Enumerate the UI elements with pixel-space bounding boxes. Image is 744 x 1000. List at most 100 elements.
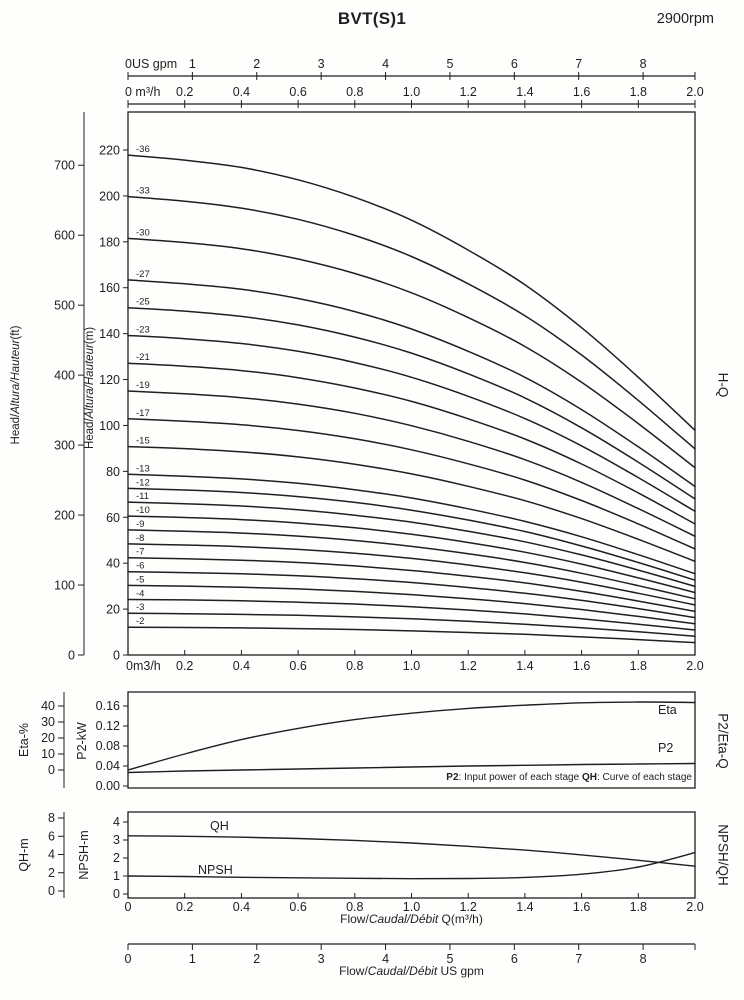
eta-tick-label: 20 [41, 731, 55, 745]
m-tick-label: 20 [106, 603, 120, 617]
bot-gpm-tick-label: 3 [318, 952, 325, 966]
hq-curve-stage-10 [127, 515, 696, 594]
head-m-italic: Altura/Hauteur [84, 344, 96, 419]
hq-stage-label: -23 [136, 324, 150, 335]
main-x-tick-label: 1.4 [516, 659, 533, 673]
flow-unit-gpm: US gpm [437, 964, 484, 978]
head-ft-suffix: (ft) [10, 325, 22, 340]
hq-curve-stage-25 [127, 306, 696, 500]
p2-tick-label: 0.16 [96, 699, 120, 713]
top-m3h-tick-label: 0.2 [176, 85, 193, 99]
hq-curve-stage-21 [127, 362, 696, 525]
head-ft-italic: Altura/Hauteur [10, 339, 22, 414]
bot-gpm-tick-label: 4 [382, 952, 389, 966]
hq-curve-stage-12 [127, 487, 696, 581]
hq-stage-label: -15 [136, 436, 150, 447]
chart-title: BVT(S)1 [337, 9, 407, 28]
main-x-tick-label: 0.4 [233, 659, 250, 673]
hq-stage-label: -6 [136, 561, 144, 572]
hq-stage-label: -19 [136, 380, 150, 391]
hq-curve-stage-15 [127, 445, 696, 563]
top-m3h-tick-label: 1.0 [403, 85, 420, 99]
stage-note: P2: Input power of each stage QH: Curve … [446, 772, 692, 783]
npsh-curve-label: NPSH [198, 863, 233, 877]
main-x-tick-label: 1.8 [630, 659, 647, 673]
bot-x-tick-label: 0.8 [346, 900, 363, 914]
top-m3h-tick-label: 0.8 [346, 85, 363, 99]
hq-curve-stage-8 [127, 543, 696, 606]
bot-x-tick-label: 1.4 [516, 900, 533, 914]
eta-tick-label: 30 [41, 715, 55, 729]
hq-stage-label: -7 [136, 547, 144, 558]
ft-tick-label: 500 [54, 299, 75, 313]
p2-curve-label: P2 [658, 741, 673, 755]
main-x-tick-label: 1.6 [573, 659, 590, 673]
ft-tick-label: 600 [54, 229, 75, 243]
hq-stage-label: -4 [136, 588, 144, 599]
note-qh-text: : Curve of each stage [596, 772, 692, 783]
top-gpm-tick-label: 5 [446, 57, 453, 71]
top-m3h-tick-label: 2.0 [686, 85, 703, 99]
rpm-label: 2900rpm [656, 11, 714, 27]
hq-stage-label: -3 [136, 602, 144, 613]
hq-curve-stage-5 [127, 584, 696, 625]
ft-tick-label: 0 [68, 649, 75, 663]
ft-tick-label: 100 [54, 579, 75, 593]
bot-x-tick-label: 1.2 [460, 900, 477, 914]
top-m3h-tick-label: 1.8 [630, 85, 647, 99]
flow-unit-m3h: Q(m³/h) [438, 912, 483, 926]
top-m3h-tick-label: 1.2 [460, 85, 477, 99]
bot-x-tick-label: 0.4 [233, 900, 250, 914]
bot-x-tick-label: 1.8 [630, 900, 647, 914]
top-gpm-tick-label: 3 [318, 57, 325, 71]
ft-tick-label: 700 [54, 159, 75, 173]
flow-italic-gpm: Caudal/Débit [367, 964, 438, 978]
eta-tick-label: 40 [41, 699, 55, 713]
main-x-tick-label: 0m3/h [126, 659, 161, 673]
bot-gpm-tick-label: 1 [189, 952, 196, 966]
m-tick-label: 0 [113, 649, 120, 663]
panel-label-npshqh: NPSH/QH [715, 824, 731, 886]
hq-curve-stage-33 [127, 195, 696, 450]
x-axis-title-gpm: Flow/Caudal/Débit US gpm [128, 964, 695, 978]
x-axis-title-m3h: Flow/Caudal/Débit Q(m³/h) [128, 912, 695, 926]
head-ft-prefix: Head/ [10, 413, 22, 445]
note-p2-term: P2 [446, 772, 459, 783]
top-gpm-tick-label: 7 [575, 57, 582, 71]
hq-curve-stage-4 [127, 598, 696, 631]
hq-stage-label: -21 [136, 352, 150, 363]
hq-stage-label: -36 [136, 144, 150, 155]
head-m-suffix: (m) [84, 326, 96, 345]
m-tick-label: 40 [106, 557, 120, 571]
panel-label-hq: H-Q [715, 372, 731, 398]
axis-title-head-ft: Head/Altura/Hauteur(ft) [10, 326, 22, 445]
m-tick-label: 180 [99, 235, 120, 249]
top-gpm-tick-label: 8 [640, 57, 647, 71]
main-x-tick-label: 2.0 [686, 659, 703, 673]
hq-curve-stage-3 [127, 612, 696, 637]
bot-gpm-tick-label: 7 [575, 952, 582, 966]
p2-curve [127, 762, 696, 774]
npsh-tick-label: 2 [113, 851, 120, 865]
bot-x-tick-label: 0.6 [289, 900, 306, 914]
main-x-tick-label: 1.0 [403, 659, 420, 673]
hq-curve-stage-30 [127, 237, 696, 469]
hq-stage-label: -8 [136, 533, 144, 544]
hq-stage-label: -2 [136, 616, 144, 627]
m-tick-label: 60 [106, 511, 120, 525]
bot-x-tick-label: 0 [125, 900, 132, 914]
main-x-tick-label: 0.2 [176, 659, 193, 673]
hq-stage-label: -9 [136, 519, 144, 530]
hq-stage-label: -25 [136, 297, 150, 308]
top-gpm-tick-label: 2 [253, 57, 260, 71]
npsh-tick-label: 3 [113, 833, 120, 847]
m-tick-label: 140 [99, 327, 120, 341]
top-gpm-tick-label: 4 [382, 57, 389, 71]
p2-tick-label: 0.08 [96, 739, 120, 753]
hq-stage-label: -30 [136, 227, 150, 238]
hq-curve-stage-27 [127, 279, 696, 488]
flow-prefix-gpm: Flow/ [339, 964, 368, 978]
bot-x-tick-label: 1.0 [403, 900, 420, 914]
top-gpm-tick-label: 6 [511, 57, 518, 71]
